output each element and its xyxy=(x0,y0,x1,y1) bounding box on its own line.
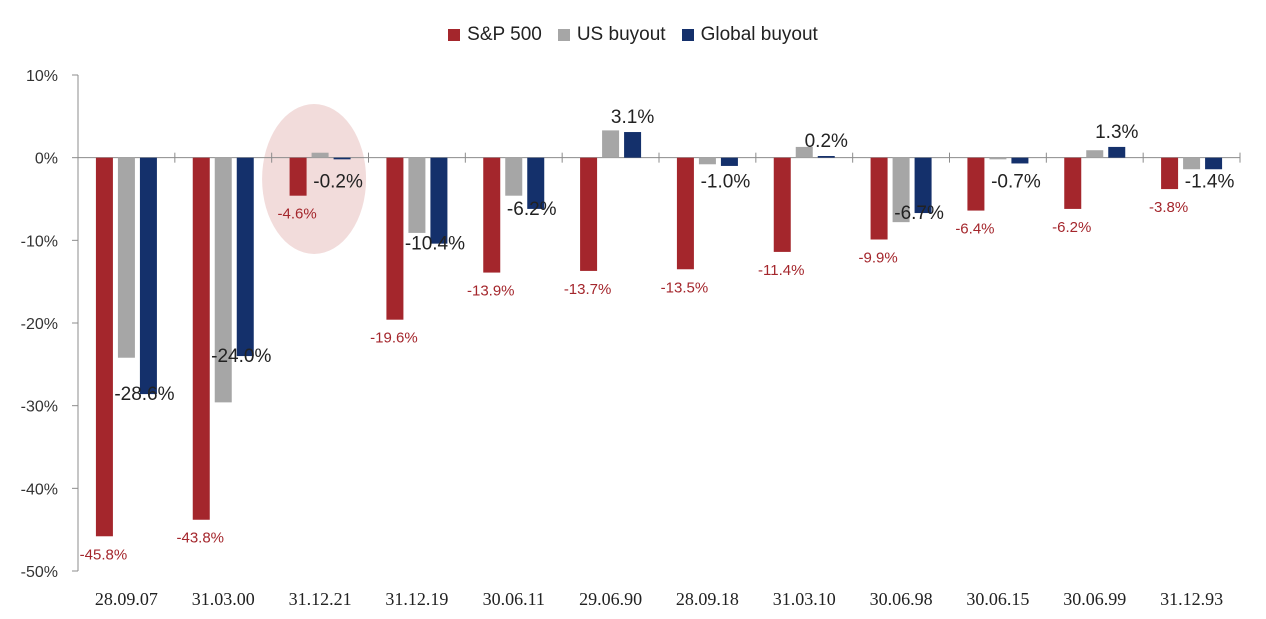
data-label-sp500: -13.7% xyxy=(564,281,612,298)
data-label-sp500: -6.2% xyxy=(1052,219,1091,236)
data-label-sp500: -13.5% xyxy=(661,279,709,296)
y-tick-label: 10% xyxy=(26,68,58,85)
legend-item-global-buyout: Global buyout xyxy=(681,24,818,46)
x-tick-label: 31.12.93 xyxy=(1160,589,1223,609)
legend-label-global-buyout: Global buyout xyxy=(700,24,818,45)
data-label-sp500: -4.6% xyxy=(277,206,316,223)
bar-sp500 xyxy=(773,157,791,252)
bar-global-buyout xyxy=(1011,157,1029,164)
x-tick-label: 31.12.21 xyxy=(289,589,352,609)
data-label-global-buyout: -0.2% xyxy=(313,172,363,193)
legend-item-us-buyout: US buyout xyxy=(557,24,666,46)
data-label-global-buyout: -0.7% xyxy=(991,172,1041,193)
bar-us-buyout xyxy=(602,130,620,158)
bar-global-buyout xyxy=(720,157,738,166)
bar-sp500 xyxy=(95,157,113,537)
data-label-sp500: -43.8% xyxy=(176,530,224,547)
x-tick-label: 30.06.99 xyxy=(1063,589,1126,609)
bar-us-buyout xyxy=(311,152,329,158)
bar-sp500 xyxy=(676,157,694,270)
x-tick-label: 31.03.00 xyxy=(192,589,255,609)
legend-item-sp500: S&P 500 xyxy=(448,24,542,46)
bar-us-buyout xyxy=(408,157,426,233)
bar-sp500 xyxy=(192,157,210,520)
bar-global-buyout xyxy=(624,132,642,158)
data-label-global-buyout: 0.2% xyxy=(805,131,848,152)
bar-us-buyout xyxy=(892,157,910,223)
bar-sp500 xyxy=(580,157,598,271)
legend-label-us-buyout: US buyout xyxy=(576,24,666,45)
y-tick-label: -50% xyxy=(21,564,58,581)
data-label-global-buyout: -28.6% xyxy=(114,384,174,405)
bar-global-buyout xyxy=(1205,157,1223,170)
data-label-sp500: -19.6% xyxy=(370,330,418,347)
y-tick-label: -10% xyxy=(21,233,58,250)
data-label-sp500: -45.8% xyxy=(80,546,128,563)
x-tick-label: 29.06.90 xyxy=(579,589,642,609)
x-tick-label: 28.09.18 xyxy=(676,589,739,609)
data-label-global-buyout: 1.3% xyxy=(1095,122,1138,143)
bar-sp500 xyxy=(967,157,985,211)
bar-sp500 xyxy=(1161,157,1179,190)
bar-global-buyout xyxy=(430,157,448,244)
bar-global-buyout xyxy=(1108,146,1126,158)
data-label-sp500: -9.9% xyxy=(858,250,897,267)
x-tick-label: 30.06.98 xyxy=(870,589,933,609)
bar-sp500 xyxy=(1064,157,1082,209)
y-tick-label: -30% xyxy=(21,399,58,416)
bar-us-buyout xyxy=(117,157,135,358)
data-label-sp500: -6.4% xyxy=(955,221,994,238)
highlight-ellipse xyxy=(262,104,367,254)
x-tick-label: 30.06.15 xyxy=(966,589,1029,609)
bar-us-buyout xyxy=(1086,150,1104,158)
bar-us-buyout xyxy=(214,157,232,403)
data-label-global-buyout: -1.4% xyxy=(1185,172,1235,193)
bar-us-buyout xyxy=(989,157,1007,160)
data-label-sp500: -11.4% xyxy=(758,262,804,279)
bar-global-buyout xyxy=(333,157,351,160)
x-tick-label: 30.06.11 xyxy=(483,589,545,609)
data-label-global-buyout: -6.2% xyxy=(507,199,557,220)
bar-global-buyout xyxy=(236,157,254,357)
bar-global-buyout xyxy=(817,156,835,158)
data-label-sp500: -13.9% xyxy=(467,283,515,300)
bar-us-buyout xyxy=(1183,157,1201,170)
x-tick-label: 31.03.10 xyxy=(773,589,836,609)
data-label-global-buyout: -10.4% xyxy=(405,234,465,255)
legend-label-sp500: S&P 500 xyxy=(467,24,542,45)
bar-sp500 xyxy=(483,157,501,273)
data-label-global-buyout: -1.0% xyxy=(701,172,751,193)
data-label-global-buyout: 3.1% xyxy=(611,107,654,128)
bar-sp500 xyxy=(386,157,404,320)
bar-us-buyout xyxy=(795,146,813,158)
bar-global-buyout xyxy=(914,157,932,214)
bar-global-buyout xyxy=(139,157,157,395)
data-label-sp500: -3.8% xyxy=(1149,199,1188,216)
x-tick-label: 28.09.07 xyxy=(95,589,158,609)
bar-sp500 xyxy=(289,157,307,196)
y-tick-label: 0% xyxy=(35,151,58,168)
bar-sp500 xyxy=(870,157,888,240)
data-label-global-buyout: -6.7% xyxy=(894,203,944,224)
y-tick-label: -20% xyxy=(21,316,58,333)
chart-legend: S&P 500 US buyout Global buyout xyxy=(0,24,1266,46)
bar-global-buyout xyxy=(527,157,545,209)
bar-us-buyout xyxy=(505,157,523,196)
legend-swatch-sp500 xyxy=(448,29,461,41)
x-tick-label: 31.12.19 xyxy=(385,589,448,609)
legend-swatch-global-buyout xyxy=(681,29,694,41)
y-tick-label: -40% xyxy=(21,481,58,498)
legend-swatch-us-buyout xyxy=(557,29,570,41)
bar-us-buyout xyxy=(698,157,716,165)
data-label-global-buyout: -24.0% xyxy=(211,346,271,367)
